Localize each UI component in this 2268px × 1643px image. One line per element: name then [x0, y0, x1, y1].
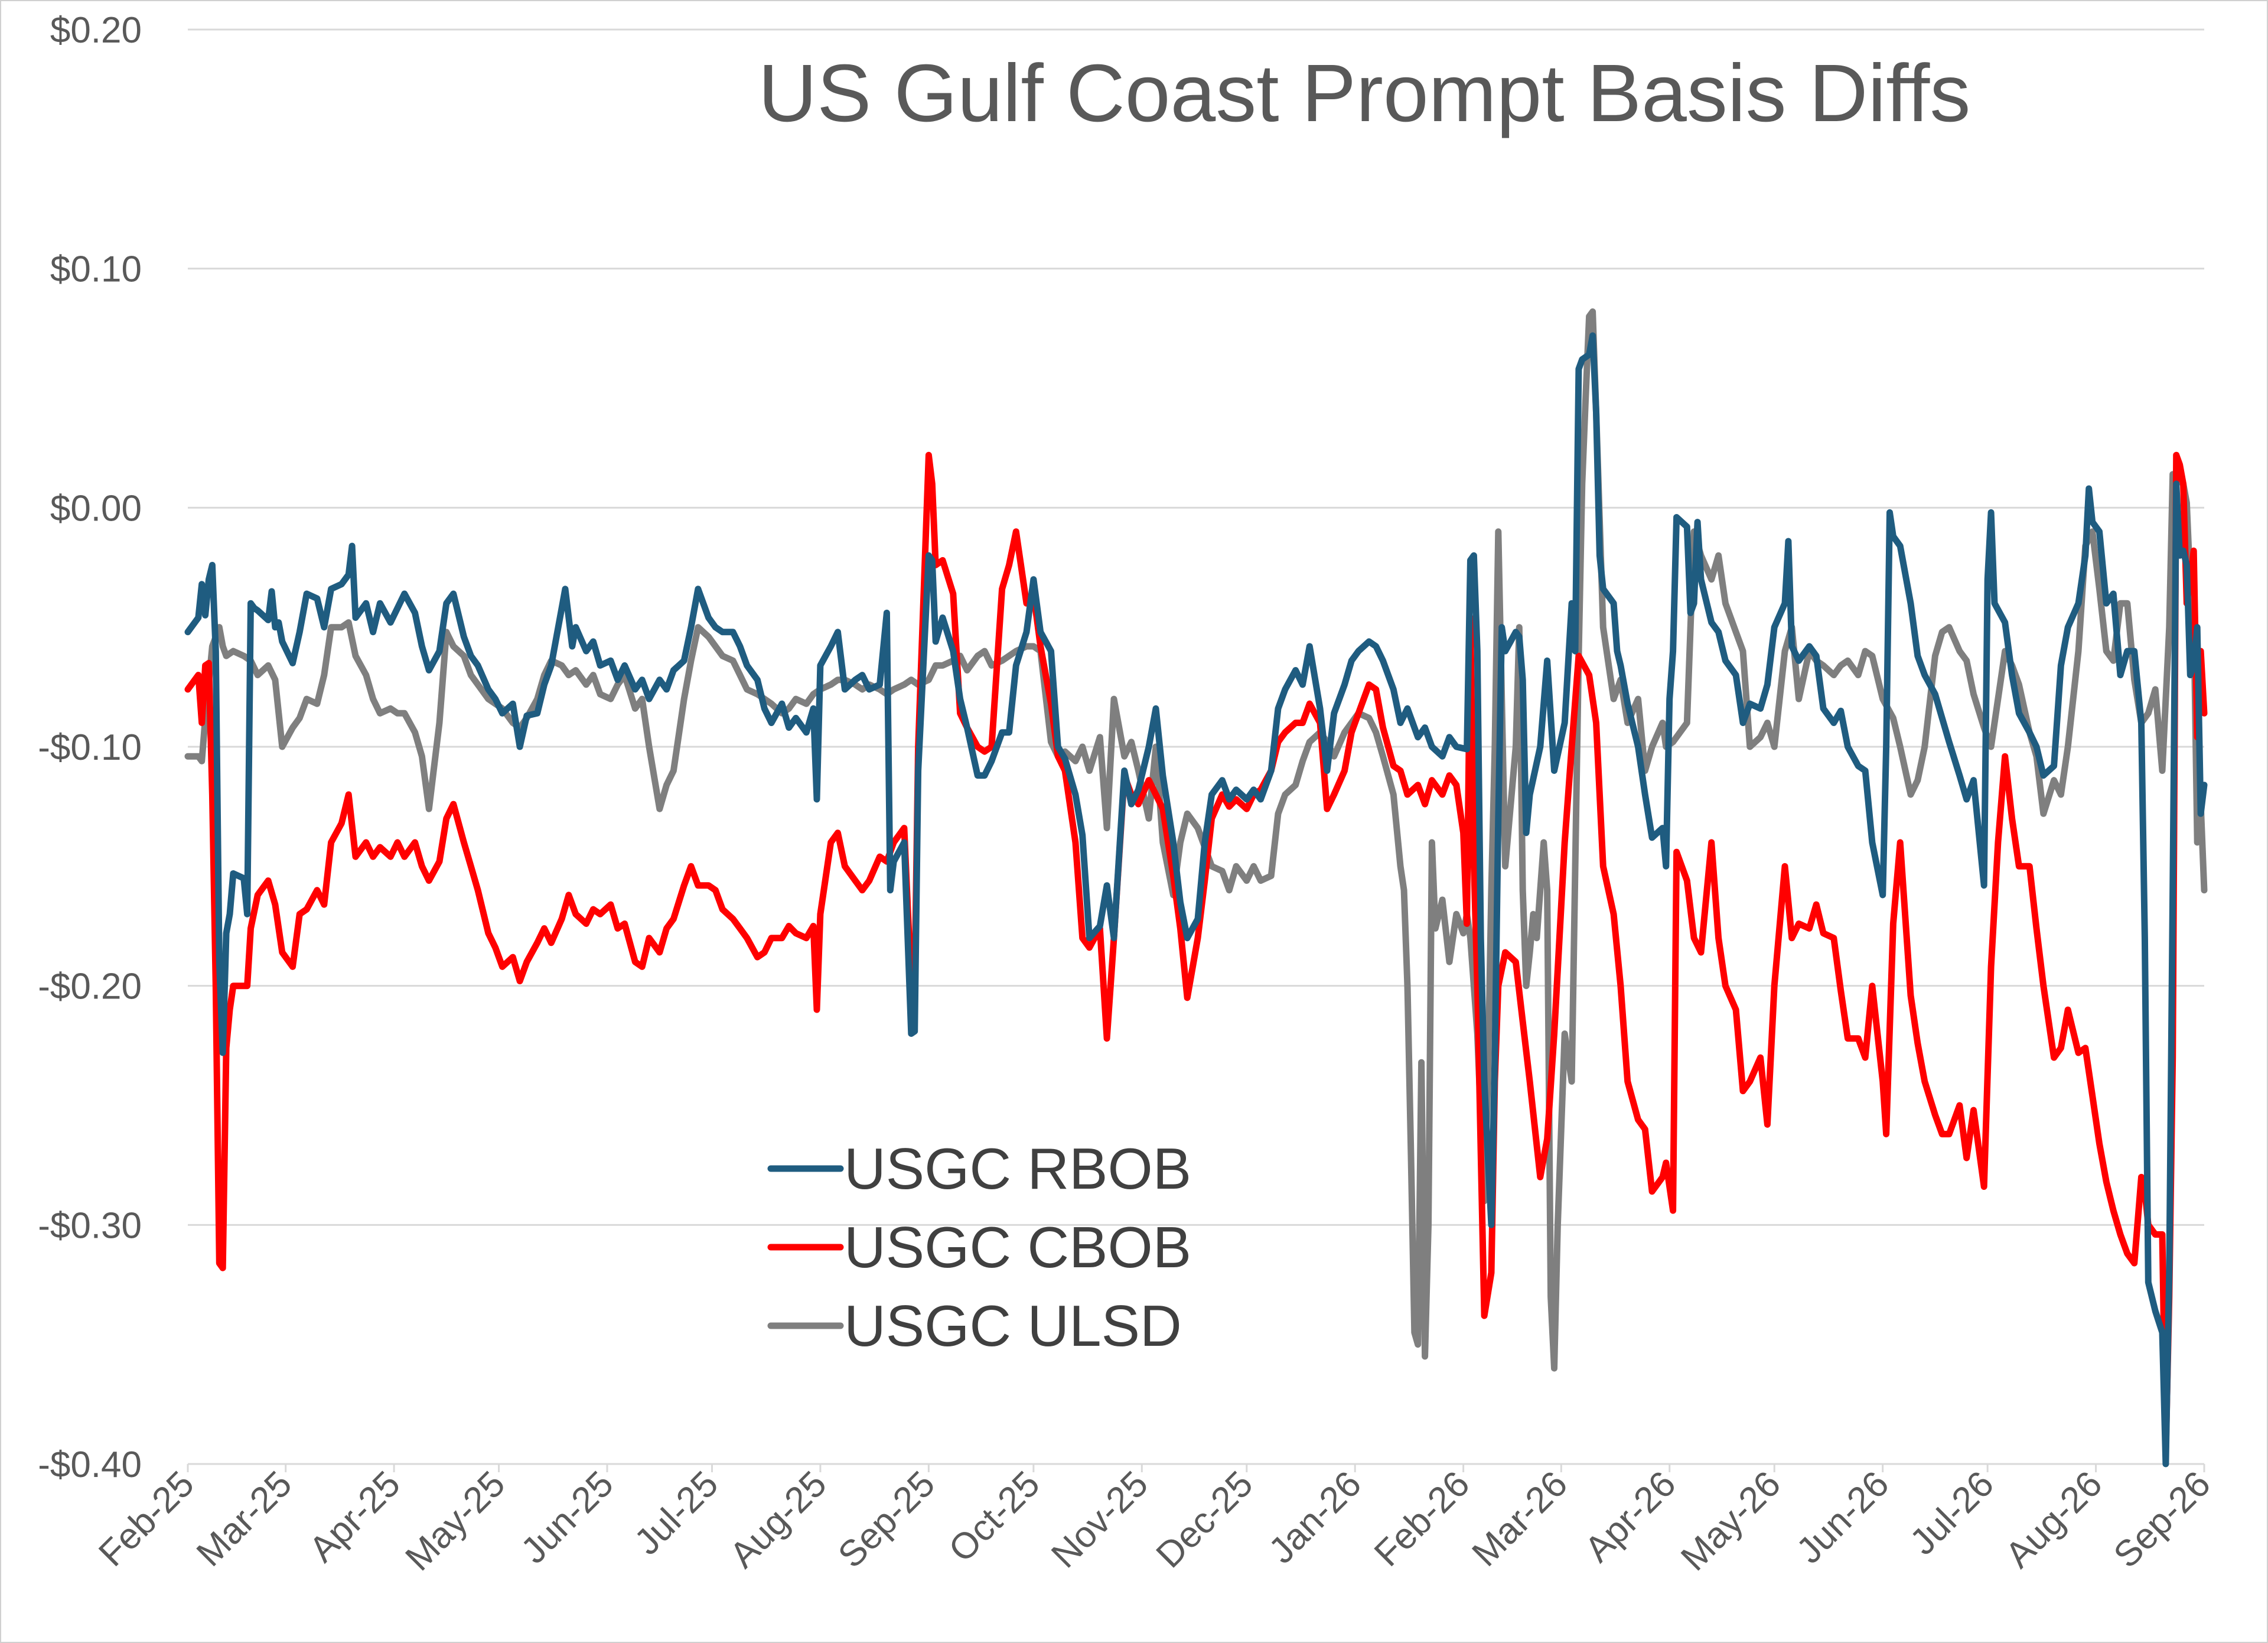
- x-tick-label: Jun-25: [513, 1463, 621, 1572]
- x-tick-label: Apr-26: [1577, 1463, 1683, 1570]
- y-tick-label: -$0.20: [38, 967, 142, 1007]
- y-tick-label: -$0.10: [38, 727, 142, 768]
- x-tick-label: Mar-26: [1465, 1463, 1576, 1574]
- y-tick-label: $0.20: [50, 10, 142, 51]
- x-tick-label: Apr-25: [302, 1463, 408, 1570]
- y-tick-label: -$0.30: [38, 1205, 142, 1246]
- gridlines: [188, 28, 2204, 1465]
- legend-label: USGC ULSD: [844, 1293, 1182, 1358]
- x-tick-label: Dec-25: [1149, 1463, 1261, 1576]
- series-lines: [184, 308, 2208, 1468]
- x-tick-label: Mar-25: [189, 1463, 300, 1574]
- x-tick-label: Jan-26: [1261, 1463, 1369, 1572]
- y-tick-label: -$0.40: [38, 1444, 142, 1485]
- y-tick-label: $0.00: [50, 488, 142, 529]
- x-tick-label: Nov-25: [1044, 1463, 1156, 1576]
- x-tick-label: Sep-26: [2106, 1463, 2218, 1576]
- x-tick-label: May-26: [1673, 1463, 1788, 1579]
- x-tick-label: Jul-26: [1902, 1463, 2002, 1563]
- x-tick-label: Feb-26: [1367, 1463, 1478, 1574]
- x-tick-label: Oct-25: [941, 1463, 1047, 1570]
- series-line-usgc-rbob: [184, 332, 2208, 1468]
- y-axis-ticks: $0.20 $0.10 $0.00 -$0.10 -$0.20 -$0.30 -$0.40: [38, 10, 142, 1485]
- series-line-usgc-cbob: [184, 451, 2208, 1456]
- legend-label: USGC CBOB: [844, 1215, 1191, 1280]
- legend: USGC RBOB USGC CBOB USGC ULSD: [767, 1136, 1191, 1358]
- x-tick-label: Sep-25: [830, 1463, 943, 1576]
- legend-label: USGC RBOB: [844, 1136, 1191, 1201]
- x-tick-label: Aug-25: [722, 1463, 835, 1576]
- x-tick-label: May-25: [398, 1463, 513, 1579]
- chart-title: US Gulf Coast Prompt Basis Diffs: [758, 48, 1971, 139]
- x-tick-label: Aug-26: [1997, 1463, 2110, 1576]
- x-tick-label: Jun-26: [1789, 1463, 1897, 1572]
- y-tick-label: $0.10: [50, 249, 142, 290]
- x-tick-label: Jul-25: [627, 1463, 726, 1563]
